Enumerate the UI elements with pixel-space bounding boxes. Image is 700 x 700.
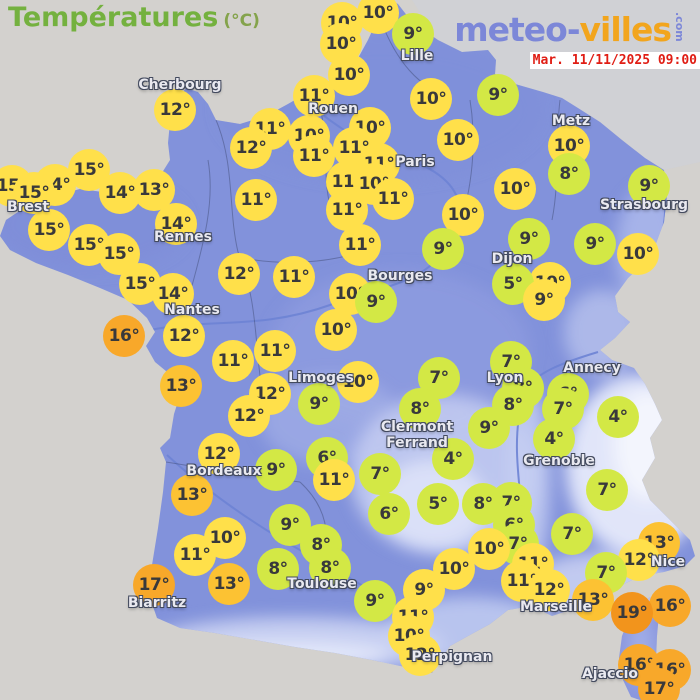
temp-bubble[interactable]: 9° [355, 281, 397, 323]
logo-part-orange: villes [579, 10, 672, 49]
temp-bubble[interactable]: 14° [155, 203, 197, 245]
temp-bubble[interactable]: 9° [255, 449, 297, 491]
temp-bubble[interactable]: 10° [617, 233, 659, 275]
temp-bubble[interactable]: 10° [410, 78, 452, 120]
temp-bubble[interactable]: 11° [174, 534, 216, 576]
temp-bubble[interactable]: 17° [133, 564, 175, 606]
temp-bubble[interactable]: 14° [152, 273, 194, 315]
temp-bubble[interactable]: 11° [372, 178, 414, 220]
temp-bubble[interactable]: 6° [368, 493, 410, 535]
temp-bubble[interactable]: 17° [638, 668, 680, 700]
temp-bubble[interactable]: 12° [399, 634, 441, 676]
logo-part-blue: meteo- [454, 10, 580, 49]
temp-bubble[interactable]: 9° [574, 223, 616, 265]
temp-bubble[interactable]: 9° [523, 279, 565, 321]
temp-bubble[interactable]: 9° [392, 13, 434, 55]
temp-bubble[interactable]: 7° [418, 357, 460, 399]
temp-bubble[interactable]: 4° [597, 396, 639, 438]
temp-bubble[interactable]: 10° [468, 528, 510, 570]
title-unit: (°C) [223, 11, 260, 31]
temp-bubble[interactable]: 11° [326, 189, 368, 231]
temp-bubble[interactable]: 7° [586, 469, 628, 511]
temp-bubble[interactable]: 10° [315, 309, 357, 351]
temp-bubble[interactable]: 16° [103, 315, 145, 357]
temp-bubble[interactable]: 8° [309, 547, 351, 589]
temp-bubble[interactable]: 8° [399, 388, 441, 430]
temp-bubble[interactable]: 5° [417, 483, 459, 525]
temp-bubble[interactable]: 12° [218, 253, 260, 295]
page-title: Températures [8, 2, 219, 33]
temp-bubble[interactable]: 11° [293, 75, 335, 117]
temp-bubble[interactable]: 19° [611, 592, 653, 634]
temp-bubble[interactable]: 9° [354, 580, 396, 622]
temp-bubble[interactable]: 9° [269, 504, 311, 546]
temp-bubble[interactable]: 11° [293, 135, 335, 177]
meteo-villes-logo[interactable]: meteo-villes .com [454, 10, 686, 49]
temp-bubble[interactable]: 13° [572, 579, 614, 621]
temp-bubble[interactable]: 11° [313, 459, 355, 501]
temp-bubble[interactable]: 9° [468, 407, 510, 449]
temp-bubble[interactable]: 7° [359, 453, 401, 495]
temp-bubble[interactable]: 10° [337, 361, 379, 403]
temp-bubble[interactable]: 10° [328, 54, 370, 96]
temp-bubble[interactable]: 11° [339, 224, 381, 266]
temp-bubble[interactable]: 9° [422, 228, 464, 270]
temp-bubble[interactable]: 11° [273, 256, 315, 298]
temp-bubble[interactable]: 13° [160, 365, 202, 407]
temp-bubble[interactable]: 7° [551, 513, 593, 555]
temp-bubble[interactable]: 13° [171, 474, 213, 516]
temp-bubble[interactable]: 9° [477, 74, 519, 116]
temp-bubble[interactable]: 12° [198, 433, 240, 475]
map-timestamp: Mar. 11/11/2025 09:00 [529, 52, 700, 69]
temp-bubble[interactable]: 10° [437, 119, 479, 161]
temp-bubble[interactable]: 12° [163, 315, 205, 357]
temp-bubble[interactable]: 15° [13, 172, 55, 214]
temp-bubble[interactable]: 13° [208, 563, 250, 605]
temp-bubble[interactable]: 11° [235, 179, 277, 221]
temp-bubble[interactable]: 11° [254, 330, 296, 372]
temp-bubble[interactable]: 15° [28, 209, 70, 251]
temp-bubble[interactable]: 12° [228, 395, 270, 437]
temp-bubble[interactable]: 10° [204, 517, 246, 559]
temp-bubble[interactable]: 9° [298, 383, 340, 425]
logo-suffix: .com [673, 12, 686, 42]
temp-bubble[interactable]: 12° [528, 569, 570, 611]
temp-bubble[interactable]: 9° [628, 165, 670, 207]
temp-bubble[interactable]: 9° [508, 218, 550, 260]
temp-bubble[interactable]: 8° [548, 153, 590, 195]
temp-bubble[interactable]: 4° [432, 438, 474, 480]
page-header: Températures (°C) [8, 2, 260, 33]
temp-bubble[interactable]: 12° [154, 89, 196, 131]
temp-bubble[interactable]: 8° [257, 548, 299, 590]
temp-bubble[interactable]: 4° [533, 418, 575, 460]
temp-bubble[interactable]: 10° [494, 168, 536, 210]
foreign-land [412, 0, 700, 170]
temp-bubble[interactable]: 12° [230, 127, 272, 169]
temp-bubble[interactable]: 14° [99, 172, 141, 214]
temp-bubble[interactable]: 11° [212, 340, 254, 382]
temp-bubble[interactable]: 16° [649, 585, 691, 627]
